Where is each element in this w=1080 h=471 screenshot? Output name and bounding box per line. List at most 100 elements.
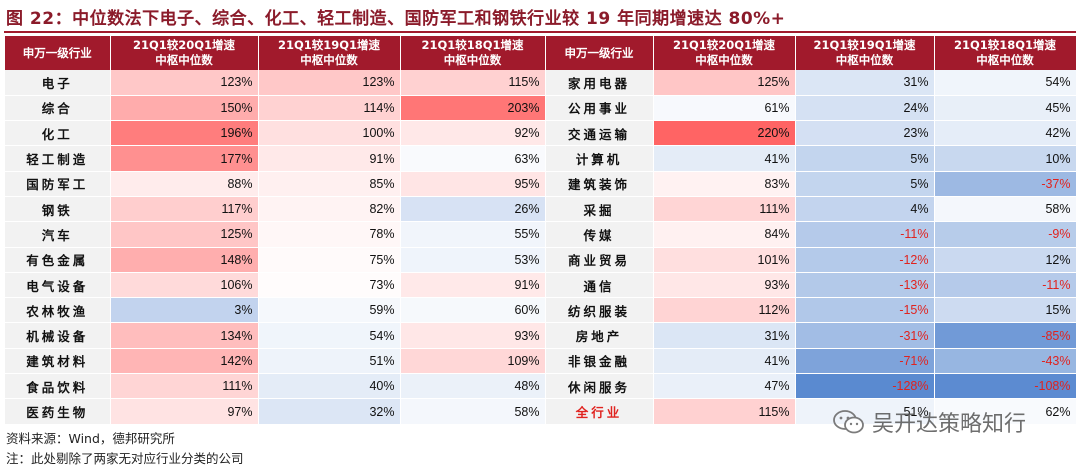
value-cell-v3: 10%	[934, 145, 1077, 172]
watermark: 吴开达策略知行	[832, 406, 1026, 438]
value-cell-v3: 91%	[400, 272, 546, 299]
value-cell-v2: 75%	[258, 247, 401, 273]
industry-name: 国防军工	[5, 171, 111, 197]
header-col1-left: 21Q1较20Q1增速 中枢中位数	[110, 36, 259, 70]
value-cell-v1: 41%	[653, 145, 796, 172]
table-row: 汽车 125% 78% 55% 传媒 84% -11% -9%	[5, 221, 1077, 248]
industry-name: 电子	[5, 70, 111, 96]
value-cell-v3: 63%	[400, 145, 546, 172]
industry-name: 钢铁	[5, 196, 111, 223]
value-cell-v2: 40%	[258, 373, 401, 400]
value-cell-v1: 150%	[110, 95, 259, 122]
value-cell-v1: 148%	[110, 247, 259, 273]
industry-name: 全行业	[545, 398, 654, 425]
value-cell-v2: 91%	[258, 145, 401, 172]
industry-name: 电气设备	[5, 272, 111, 299]
value-cell-v2: 100%	[258, 120, 401, 147]
value-cell-v2: -15%	[795, 297, 935, 324]
value-cell-v2: -31%	[795, 322, 935, 349]
industry-name: 休闲服务	[545, 373, 654, 400]
header-col2-left: 21Q1较19Q1增速 中枢中位数	[258, 36, 401, 70]
value-cell-v2: 5%	[795, 145, 935, 172]
value-cell-v3: 42%	[934, 120, 1077, 147]
value-cell-v1: 111%	[110, 373, 259, 400]
industry-name: 有色金属	[5, 247, 111, 273]
header-col2-right: 21Q1较19Q1增速 中枢中位数	[795, 36, 935, 70]
value-cell-v3: 54%	[934, 70, 1077, 96]
note-line: 注：此处剔除了两家无对应行业分类的公司	[6, 451, 244, 466]
figure-title: 图 22：中位数法下电子、综合、化工、轻工制造、国防军工和钢铁行业较 19 年同…	[6, 9, 786, 29]
value-cell-v2: -11%	[795, 221, 935, 248]
value-cell-v2: 82%	[258, 196, 401, 223]
value-cell-v3: -108%	[934, 373, 1077, 400]
value-cell-v2: 4%	[795, 196, 935, 223]
value-cell-v1: 31%	[653, 322, 796, 349]
value-cell-v1: 125%	[653, 70, 796, 96]
industry-name: 公用事业	[545, 95, 654, 122]
industry-name: 商业贸易	[545, 247, 654, 273]
industry-name: 采掘	[545, 196, 654, 223]
value-cell-v3: 45%	[934, 95, 1077, 122]
value-cell-v1: 84%	[653, 221, 796, 248]
value-cell-v2: 85%	[258, 171, 401, 197]
table-row: 轻工制造 177% 91% 63% 计算机 41% 5% 10%	[5, 145, 1077, 172]
industry-name: 建筑装饰	[545, 171, 654, 197]
industry-name: 农林牧渔	[5, 297, 111, 324]
value-cell-v2: 51%	[795, 398, 935, 425]
industry-name: 房地产	[545, 322, 654, 349]
value-cell-v1: 125%	[110, 221, 259, 248]
table-row: 国防军工 88% 85% 95% 建筑装饰 83% 5% -37%	[5, 171, 1077, 197]
value-cell-v1: 47%	[653, 373, 796, 400]
value-cell-v2: 59%	[258, 297, 401, 324]
value-cell-v3: 12%	[934, 247, 1077, 273]
table-row: 农林牧渔 3% 59% 60% 纺织服装 112% -15% 15%	[5, 297, 1077, 324]
value-cell-v3: 203%	[400, 95, 546, 122]
value-cell-v2: 23%	[795, 120, 935, 147]
industry-name: 综合	[5, 95, 111, 122]
value-cell-v3: 48%	[400, 373, 546, 400]
value-cell-v1: 61%	[653, 95, 796, 122]
value-cell-v2: 24%	[795, 95, 935, 122]
industry-name: 建筑材料	[5, 348, 111, 375]
value-cell-v3: 53%	[400, 247, 546, 273]
value-cell-v3: 15%	[934, 297, 1077, 324]
table-row: 医药生物 97% 32% 58% 全行业 115% 51% 62%	[5, 398, 1077, 425]
value-cell-v1: 123%	[110, 70, 259, 96]
industry-name: 汽车	[5, 221, 111, 248]
value-cell-v3: -37%	[934, 171, 1077, 197]
value-cell-v2: -71%	[795, 348, 935, 375]
industry-name: 计算机	[545, 145, 654, 172]
value-cell-v1: 41%	[653, 348, 796, 375]
industry-name: 通信	[545, 272, 654, 299]
value-cell-v1: 83%	[653, 171, 796, 197]
header-col1-right: 21Q1较20Q1增速 中枢中位数	[653, 36, 796, 70]
table-row: 电子 123% 123% 115% 家用电器 125% 31% 54%	[5, 70, 1077, 96]
value-cell-v2: 78%	[258, 221, 401, 248]
value-cell-v3: 93%	[400, 322, 546, 349]
industry-name: 医药生物	[5, 398, 111, 425]
header-row: 申万一级行业 21Q1较20Q1增速 中枢中位数 21Q1较19Q1增速 中枢中位数…	[5, 36, 1077, 70]
header-industry-left: 申万一级行业	[5, 36, 111, 70]
value-cell-v3: 26%	[400, 196, 546, 223]
table-row: 化工 196% 100% 92% 交通运输 220% 23% 42%	[5, 120, 1077, 147]
value-cell-v1: 93%	[653, 272, 796, 299]
value-cell-v2: 51%	[258, 348, 401, 375]
value-cell-v3: 58%	[934, 196, 1077, 223]
table-body: 电子 123% 123% 115% 家用电器 125% 31% 54% 综合 150% 114% 20…	[5, 70, 1077, 425]
value-cell-v3: 92%	[400, 120, 546, 147]
value-cell-v1: 196%	[110, 120, 259, 147]
value-cell-v3: 58%	[400, 398, 546, 425]
value-cell-v1: 106%	[110, 272, 259, 299]
value-cell-v1: 220%	[653, 120, 796, 147]
value-cell-v2: 123%	[258, 70, 401, 96]
source-line: 资料来源：Wind，德邦研究所	[6, 431, 175, 446]
value-cell-v1: 115%	[653, 398, 796, 425]
industry-name: 传媒	[545, 221, 654, 248]
value-cell-v1: 177%	[110, 145, 259, 172]
wechat-icon	[833, 410, 864, 434]
value-cell-v3: -85%	[934, 322, 1077, 349]
value-cell-v1: 117%	[110, 196, 259, 223]
value-cell-v3: 109%	[400, 348, 546, 375]
title-rule	[4, 31, 1076, 33]
table-row: 有色金属 148% 75% 53% 商业贸易 101% -12% 12%	[5, 247, 1077, 273]
